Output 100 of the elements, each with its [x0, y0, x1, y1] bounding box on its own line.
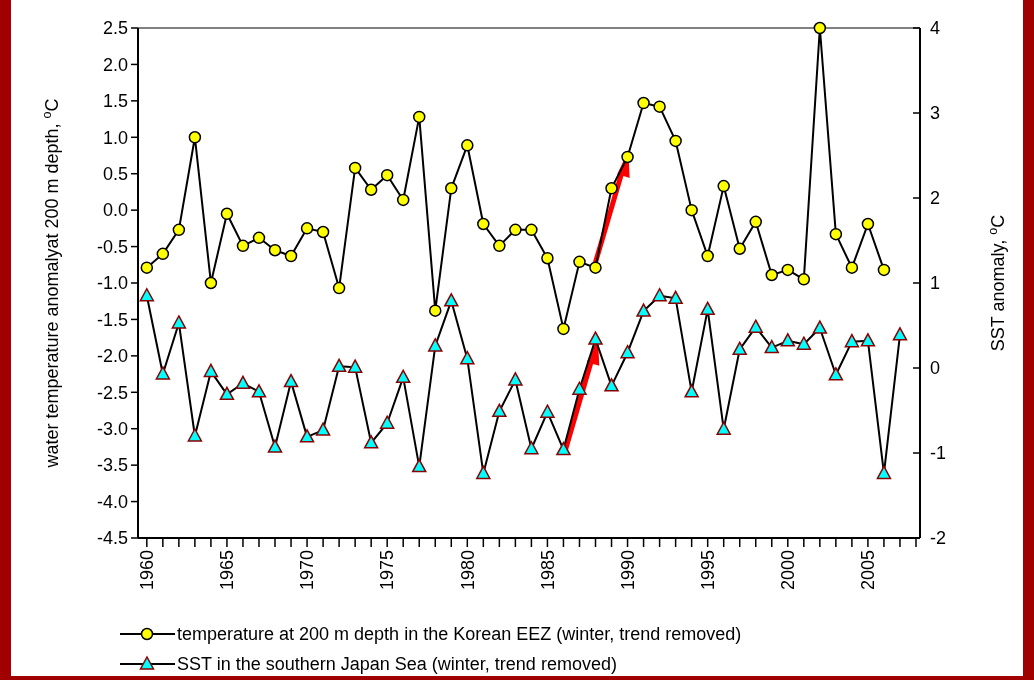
- y-tick-label: -1.5: [96, 309, 128, 330]
- point: [524, 441, 539, 455]
- point: [556, 441, 571, 456]
- y-tick-label: -0.5: [96, 236, 128, 257]
- point: [716, 421, 731, 435]
- point: [748, 319, 763, 333]
- point: [348, 161, 362, 175]
- point: [813, 21, 827, 35]
- y-tick-label: 0.0: [102, 200, 128, 221]
- point: [172, 223, 186, 237]
- point: [445, 182, 458, 195]
- point: [892, 327, 908, 341]
- point: [780, 333, 796, 347]
- y-tick-label: -3.5: [96, 455, 128, 476]
- x-tick-label: 1960: [137, 550, 158, 591]
- point: [781, 263, 795, 277]
- y-tick-label: -4.0: [96, 491, 128, 512]
- point: [572, 381, 587, 395]
- point: [252, 231, 266, 245]
- point: [300, 222, 314, 235]
- y-tick-label: 1.0: [102, 127, 128, 148]
- y2-tick-label: -2: [930, 528, 947, 549]
- x-tick-label: 1990: [617, 550, 638, 591]
- point: [509, 223, 522, 237]
- point: [412, 110, 426, 124]
- y-tick-label: 0.5: [102, 164, 128, 185]
- point: [605, 182, 618, 195]
- point: [685, 203, 698, 217]
- point: [860, 333, 876, 347]
- point: [701, 249, 714, 263]
- point: [395, 369, 411, 384]
- y-tick-label: -2.5: [96, 382, 128, 403]
- y-tick-label: -2.0: [96, 346, 128, 367]
- y2-tick-label: 2: [930, 188, 941, 209]
- point: [540, 404, 555, 418]
- point: [379, 415, 395, 429]
- point: [251, 384, 267, 398]
- point: [139, 288, 155, 302]
- point: [877, 263, 891, 277]
- y-tick-label: 2.0: [102, 54, 128, 75]
- x-tick-label: 2005: [858, 550, 879, 591]
- point: [332, 281, 346, 295]
- y-tick-label: -4.5: [96, 528, 128, 549]
- point: [283, 373, 299, 388]
- x-tick-label: 1975: [377, 550, 398, 591]
- point: [749, 215, 762, 229]
- point: [557, 322, 570, 336]
- point: [268, 243, 282, 257]
- x-tick-label: 1980: [457, 550, 478, 591]
- point: [733, 242, 746, 256]
- point: [429, 304, 442, 317]
- point: [636, 303, 651, 317]
- x-tick-label: 1995: [697, 550, 718, 591]
- point: [844, 333, 860, 348]
- point: [363, 435, 379, 449]
- y2-tick-label: 0: [930, 358, 941, 379]
- point: [829, 227, 843, 241]
- point: [155, 366, 171, 380]
- y-tick-label: 2.5: [102, 18, 128, 39]
- point: [411, 458, 427, 473]
- y-tick-label: 1.5: [102, 91, 128, 112]
- point: [589, 261, 602, 274]
- point: [620, 344, 635, 359]
- point: [765, 268, 779, 282]
- point: [797, 273, 811, 286]
- point: [444, 293, 459, 307]
- point: [428, 338, 443, 352]
- point: [828, 367, 844, 381]
- point: [315, 422, 331, 436]
- point: [492, 403, 507, 418]
- x-tick-label: 1970: [297, 550, 318, 591]
- point: [364, 183, 378, 196]
- point: [876, 465, 892, 480]
- point: [235, 375, 251, 390]
- point: [461, 139, 474, 152]
- point: [267, 439, 283, 453]
- legend-label: SST in the southern Japan Sea (winter, trend removed): [177, 654, 617, 675]
- y2-tick-label: -1: [930, 443, 947, 464]
- point: [316, 225, 330, 239]
- y2-tick-label: 3: [930, 103, 941, 124]
- point: [204, 276, 218, 290]
- point: [652, 288, 667, 302]
- point: [171, 315, 187, 329]
- point: [861, 217, 875, 231]
- point: [812, 320, 828, 334]
- point: [637, 96, 650, 110]
- point: [187, 428, 203, 442]
- point: [541, 251, 554, 265]
- y2-tick-label: 1: [930, 273, 941, 294]
- legend-label: temperature at 200 m depth in the Korean EEZ (winter, trend removed): [177, 624, 742, 645]
- point: [604, 378, 619, 392]
- point: [493, 239, 506, 253]
- point: [588, 331, 603, 345]
- point: [796, 336, 812, 350]
- point: [508, 372, 523, 386]
- point: [284, 249, 298, 263]
- x-tick-label: 1965: [217, 550, 238, 591]
- point: [140, 261, 154, 274]
- point: [653, 100, 666, 113]
- point: [331, 358, 347, 373]
